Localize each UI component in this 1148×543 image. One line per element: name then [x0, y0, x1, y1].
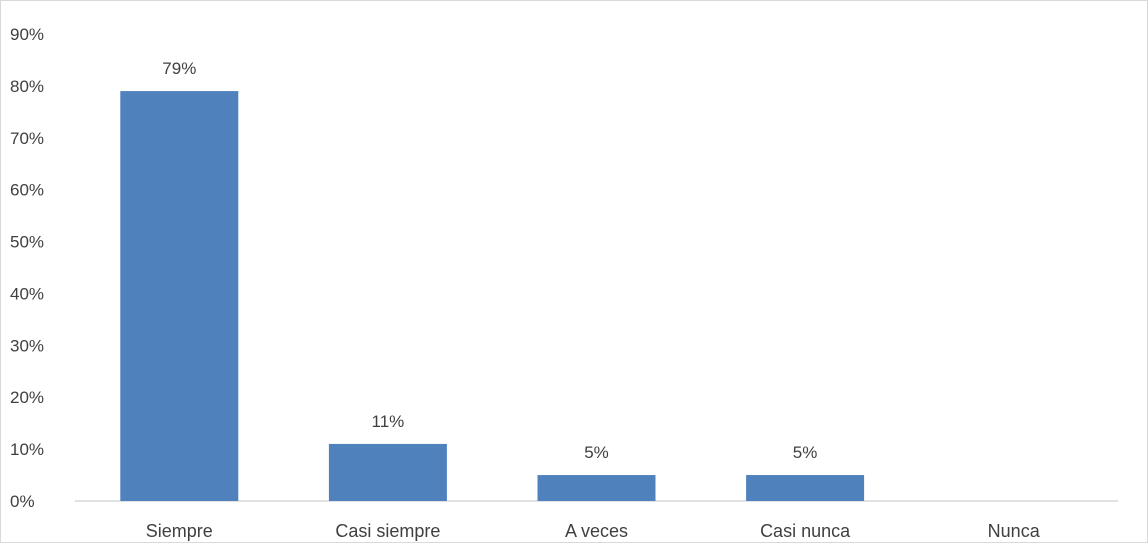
x-category-label: Nunca: [988, 521, 1041, 541]
y-tick-label: 30%: [10, 336, 44, 355]
y-tick-label: 10%: [10, 440, 44, 459]
bar: [328, 443, 447, 501]
y-tick-label: 40%: [10, 284, 44, 303]
x-category-label: A veces: [565, 521, 628, 541]
y-tick-label: 70%: [10, 129, 44, 148]
x-category-label: Casi siempre: [335, 521, 440, 541]
bar-data-label: 5%: [584, 443, 609, 462]
y-axis-tick-labels: 0% 10% 20% 30% 40% 50% 60% 70% 80% 90%: [10, 25, 44, 511]
bar-data-label: 79%: [162, 59, 196, 78]
bar: [537, 475, 656, 501]
bar-data-label: 11%: [372, 412, 405, 431]
y-tick-label: 90%: [10, 25, 44, 44]
x-category-label: Casi nunca: [760, 521, 851, 541]
data-labels: 79% 11% 5% 5%: [162, 59, 817, 462]
y-tick-label: 20%: [10, 388, 44, 407]
y-tick-label: 50%: [10, 233, 44, 252]
x-axis-category-labels: Siempre Casi siempre A veces Casi nunca Nunc…: [146, 521, 1041, 541]
bar-data-label: 5%: [793, 443, 818, 462]
bar: [120, 91, 239, 502]
y-tick-label: 0%: [10, 492, 35, 511]
x-category-label: Siempre: [146, 521, 213, 541]
bars: [120, 91, 865, 502]
y-tick-label: 60%: [10, 181, 44, 200]
y-tick-label: 80%: [10, 77, 44, 96]
bar: [746, 475, 865, 501]
